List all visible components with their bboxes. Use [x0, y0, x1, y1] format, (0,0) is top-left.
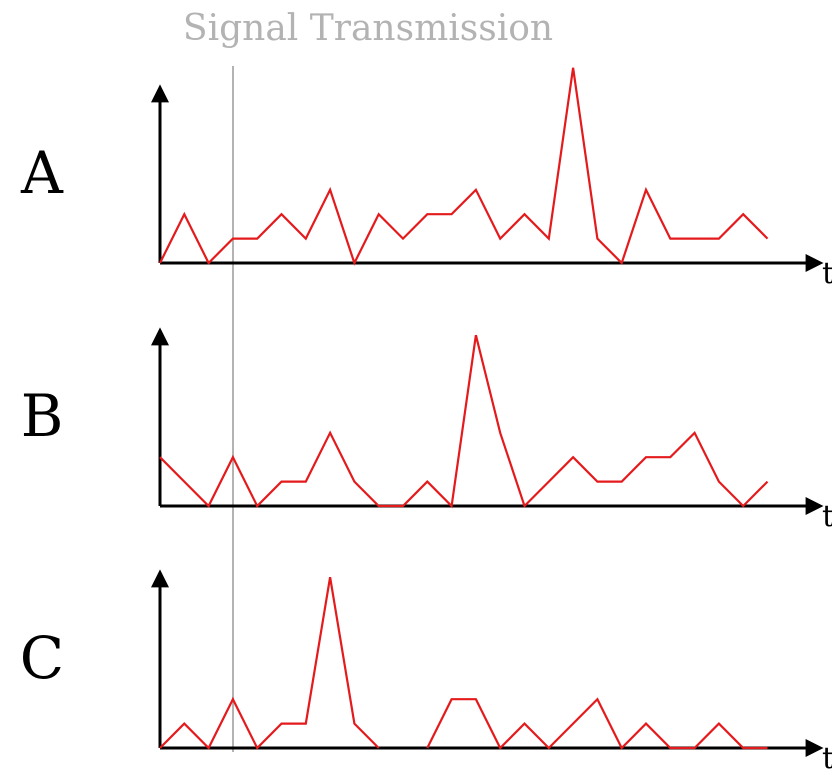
signal-line-c-1 — [159, 577, 380, 750]
panel-label-a: A — [20, 139, 64, 207]
time-axis-label-c: t — [822, 741, 832, 775]
time-axis-label-b: t — [822, 499, 832, 534]
panel-label-b: B — [21, 382, 64, 450]
panel-label-c: C — [20, 624, 64, 692]
panel-a: At — [20, 67, 832, 291]
figure-title: Signal Transmission — [183, 8, 553, 49]
panel-b: Bt — [21, 327, 832, 534]
time-axis-label-a: t — [822, 256, 832, 291]
signal-line-b — [159, 334, 769, 509]
panel-c: Ct — [20, 569, 832, 775]
signal-line-c-2 — [426, 697, 768, 750]
signal-line-a — [159, 67, 769, 266]
